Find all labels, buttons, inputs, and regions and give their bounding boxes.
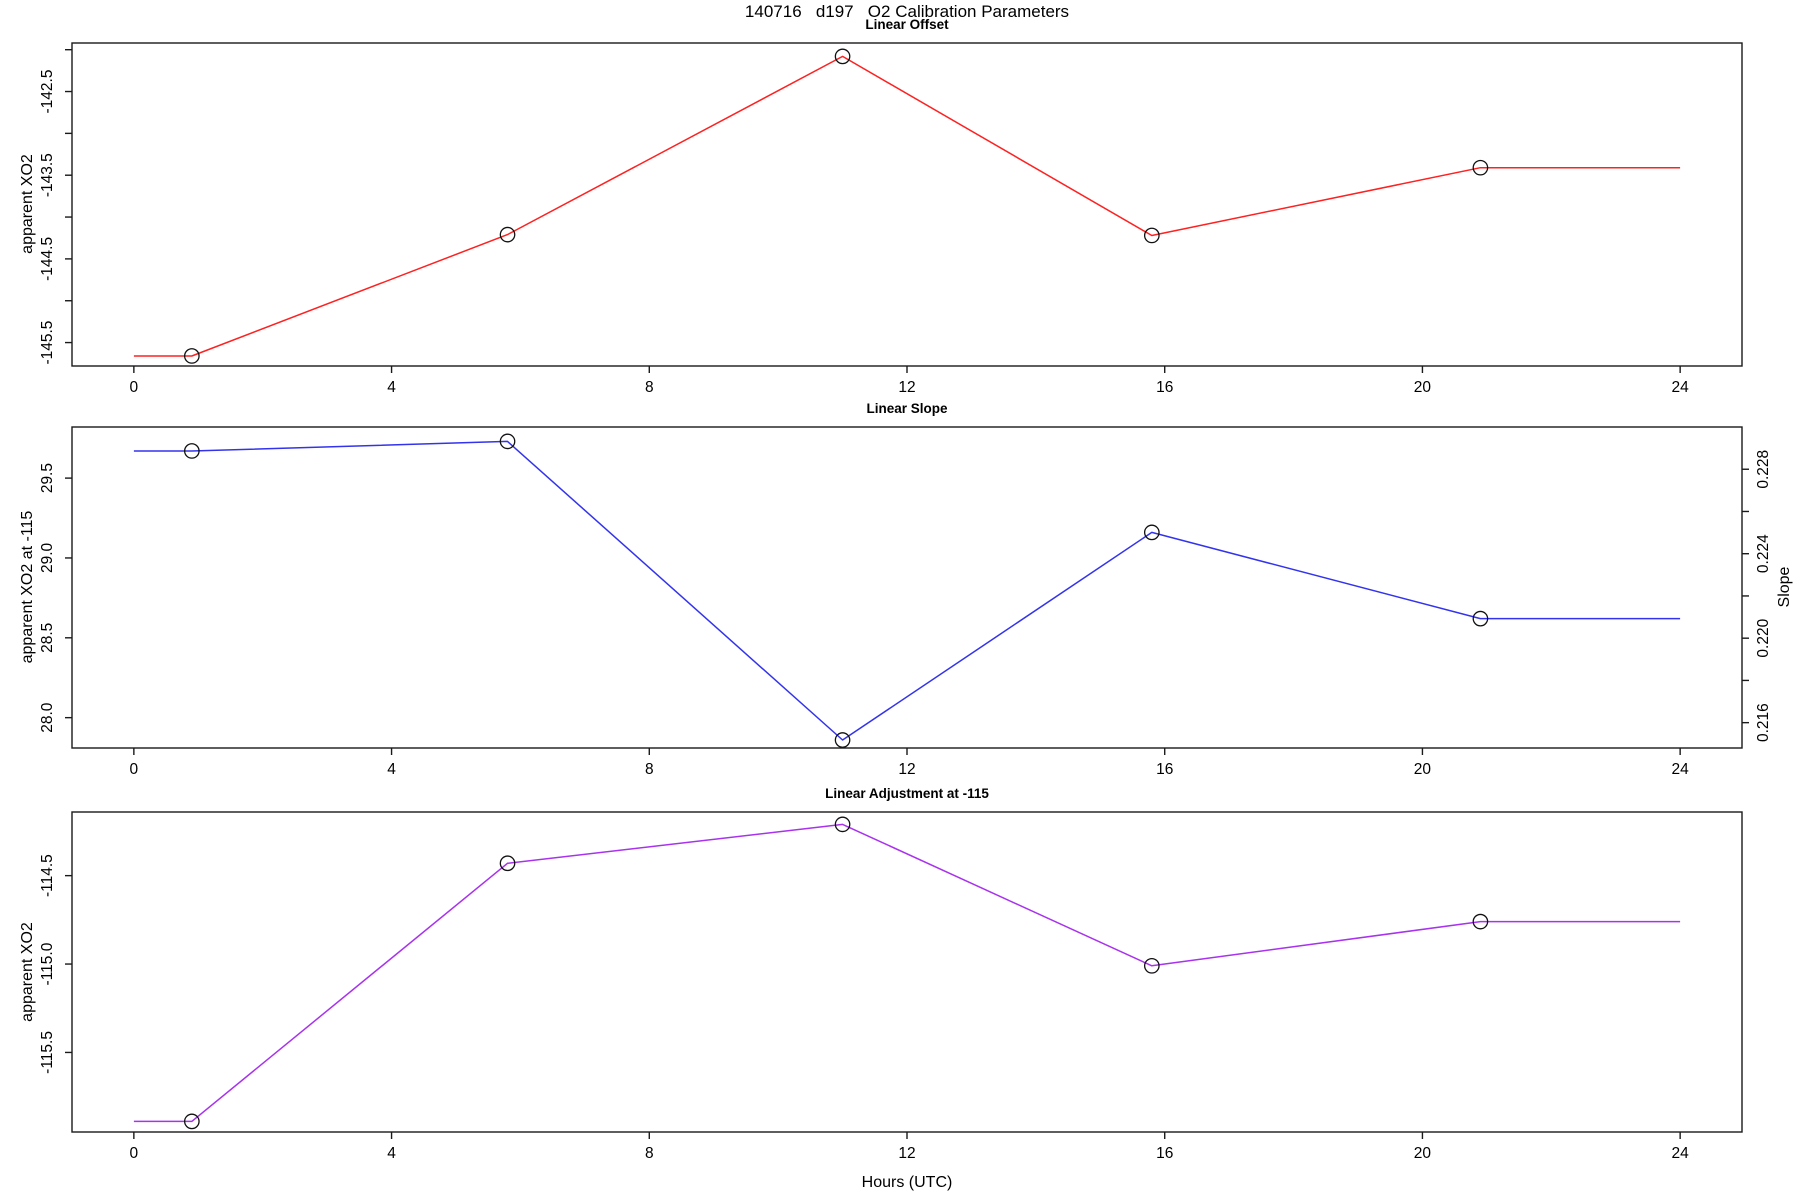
- data-point-marker: [1143, 227, 1160, 244]
- x-tick-label: 16: [1156, 1145, 1173, 1162]
- panel-title-linear-adjustment: Linear Adjustment at -115: [825, 786, 989, 801]
- y-tick-label: 29.0: [39, 542, 56, 573]
- main-title: 140716 d197 O2 Calibration Parameters: [744, 2, 1070, 21]
- data-point-marker: [1472, 913, 1489, 930]
- panel-frame: [71, 426, 1743, 749]
- y-tick-label: -143.5: [39, 153, 56, 197]
- y-tick-label: -114.5: [39, 854, 56, 897]
- x-axis-label: Hours (UTC): [861, 1174, 953, 1191]
- data-point-marker: [1143, 524, 1160, 541]
- x-tick-label: 4: [387, 1145, 396, 1162]
- x-tick-label: 0: [130, 761, 139, 778]
- x-tick-label: 24: [1672, 1145, 1690, 1162]
- data-point-marker: [499, 226, 516, 243]
- x-tick-label: 12: [898, 761, 915, 778]
- data-point-marker: [183, 443, 200, 459]
- x-tick-label: 12: [898, 379, 915, 396]
- panel-title-linear-slope: Linear Slope: [866, 401, 948, 416]
- y-tick-label: -142.5: [39, 70, 56, 114]
- x-tick-label: 20: [1414, 1145, 1432, 1162]
- x-tick-label: 16: [1156, 379, 1173, 396]
- y-tick-label: 28.0: [39, 702, 56, 733]
- x-tick-label: 24: [1672, 761, 1690, 778]
- data-point-marker: [499, 855, 516, 872]
- panel-frame: [71, 811, 1743, 1133]
- data-point-marker: [183, 348, 200, 364]
- y-tick-label: -144.5: [39, 237, 56, 281]
- x-tick-label: 0: [130, 379, 139, 396]
- panel-frame: [71, 42, 1743, 367]
- series-line: [133, 55, 1681, 357]
- right-y-tick-label: 0.220: [1755, 618, 1772, 657]
- data-point-marker: [834, 816, 851, 833]
- panel-title-linear-offset: Linear Offset: [865, 17, 949, 32]
- data-point-marker: [1143, 957, 1160, 974]
- y-tick-label: -115.0: [39, 942, 56, 985]
- x-tick-label: 0: [130, 1145, 139, 1162]
- x-tick-label: 24: [1672, 379, 1690, 396]
- x-tick-label: 4: [387, 761, 396, 778]
- x-tick-label: 12: [898, 1145, 915, 1162]
- x-tick-label: 8: [645, 761, 654, 778]
- y-tick-label: -145.5: [39, 321, 56, 365]
- y-tick-label: -115.5: [39, 1031, 56, 1074]
- right-y-tick-label: 0.228: [1755, 450, 1772, 489]
- y-tick-label: 28.5: [39, 623, 56, 653]
- data-point-marker: [834, 732, 851, 748]
- right-y-tick-label: 0.224: [1755, 534, 1772, 573]
- data-point-marker: [499, 433, 516, 450]
- data-point-marker: [1472, 159, 1489, 176]
- right-y-tick-label: 0.216: [1755, 703, 1772, 742]
- series-line: [133, 823, 1681, 1123]
- x-tick-label: 20: [1414, 379, 1432, 396]
- x-tick-label: 16: [1156, 761, 1173, 778]
- x-tick-label: 8: [645, 379, 654, 396]
- data-point-marker: [834, 48, 851, 65]
- data-point-marker: [1472, 610, 1489, 627]
- series-line: [133, 440, 1681, 741]
- x-tick-label: 8: [645, 1145, 654, 1162]
- data-point-marker: [183, 1113, 200, 1130]
- x-tick-label: 20: [1414, 761, 1432, 778]
- y-tick-label: 29.5: [39, 463, 56, 493]
- x-tick-label: 4: [387, 379, 396, 396]
